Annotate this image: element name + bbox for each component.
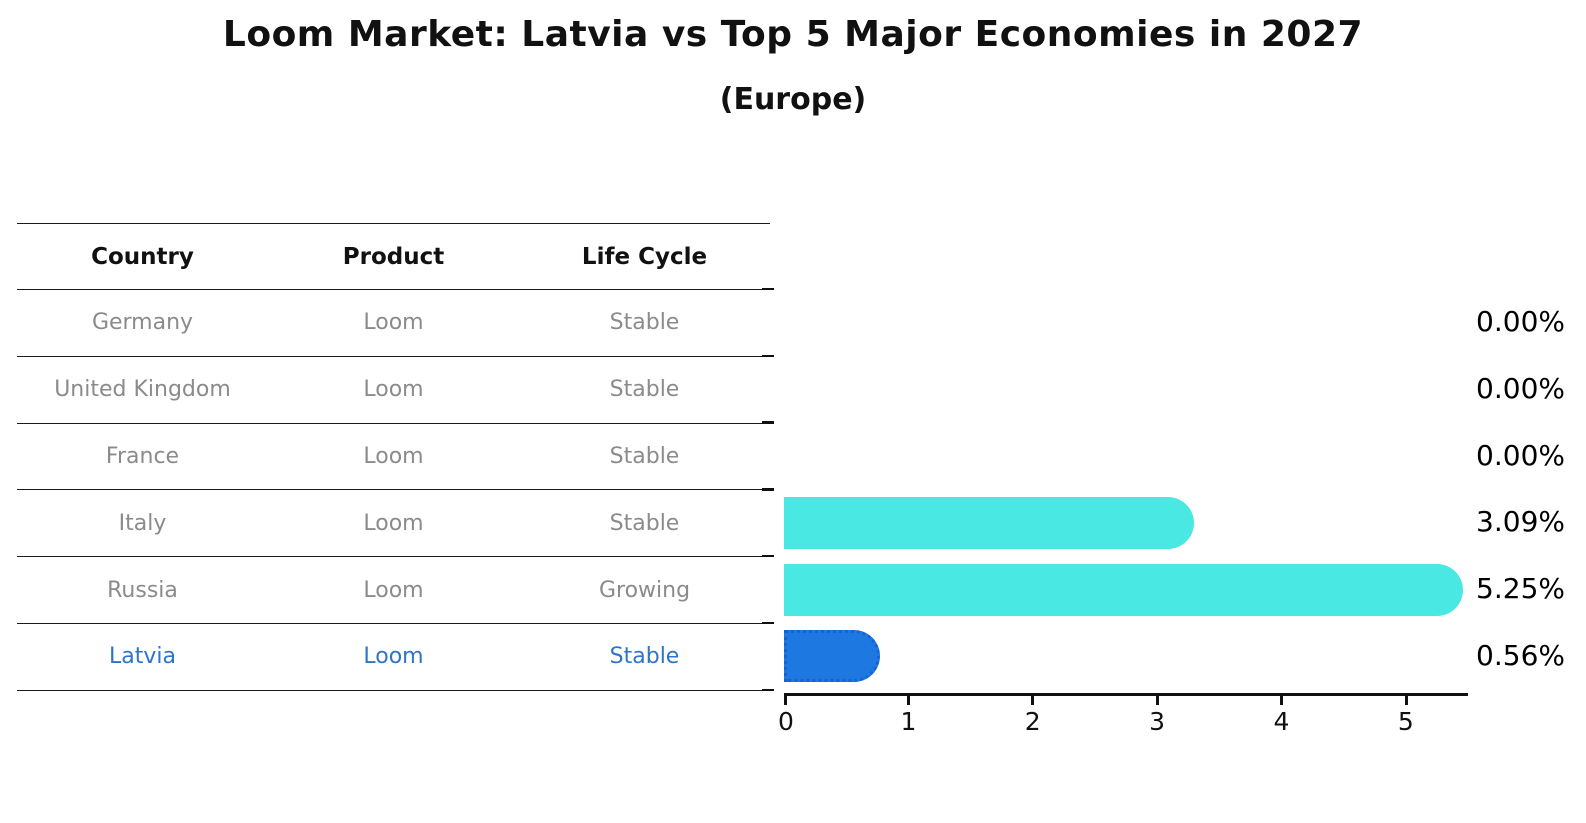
x-axis-tick [907,696,911,705]
bar-row-latvia [784,623,1468,690]
bar-latvia [784,630,880,683]
value-label-france: 0.00% [1476,439,1565,472]
table-row: Russia Loom Growing [17,557,770,624]
x-axis-tick [1031,696,1035,705]
country-cell: Russia [107,577,178,603]
column-header-country: Country [91,243,194,270]
x-axis-tick [1155,696,1159,705]
table-row: United Kingdom Loom Stable [17,357,770,424]
table-row: Germany Loom Stable [17,290,770,357]
product-cell: Loom [363,577,424,603]
bar-row-italy [784,489,1468,556]
value-label-germany: 0.00% [1476,305,1565,338]
bar-russia [784,563,1463,616]
country-cell: Italy [118,510,167,536]
product-cell: Loom [363,510,424,536]
bar-italy [784,496,1195,549]
y-axis-tick [762,287,774,291]
x-axis-line [784,693,1468,696]
y-axis-tick [762,621,774,625]
column-header-life-cycle: Life Cycle [581,243,708,270]
product-cell: Loom [363,310,424,336]
chart-title: Loom Market: Latvia vs Top 5 Major Econo… [222,14,1364,55]
product-cell: Loom [363,377,424,403]
x-axis-tick [1404,696,1408,705]
bar-row-united-kingdom [784,356,1468,423]
x-tick-label: 4 [1273,707,1290,736]
value-label-russia: 5.25% [1476,572,1565,605]
chart-subtitle: (Europe) [719,82,867,117]
product-cell: Loom [363,443,424,469]
x-tick-label: 3 [1149,707,1166,736]
value-label-italy: 3.09% [1476,505,1565,538]
country-table: Country Product Life Cycle Germany Loom … [17,223,770,691]
y-axis-tick [762,354,774,358]
bar-row-germany [784,289,1468,356]
country-cell: France [105,443,180,469]
y-axis-tick [762,554,774,558]
table-row-latvia: Latvia Loom Stable [17,624,770,691]
bar-plot: 0 1 2 3 4 5 [762,287,1468,736]
table-row: France Loom Stable [17,424,770,491]
bar-row-russia [784,556,1468,623]
country-cell: Germany [91,310,194,336]
y-axis-tick [762,488,774,491]
x-tick-label: 5 [1397,707,1414,736]
life-cycle-cell: Growing [598,577,691,603]
y-axis-tick [762,421,774,424]
x-axis-tick [784,696,787,705]
country-cell: Latvia [109,644,176,670]
life-cycle-cell: Stable [609,510,680,536]
x-tick-label: 0 [778,707,794,736]
value-label-latvia: 0.56% [1476,639,1565,672]
y-axis-tick [762,688,774,692]
country-cell: United Kingdom [54,377,231,403]
column-header-product: Product [342,243,445,270]
life-cycle-cell: Stable [609,377,680,403]
value-label-united-kingdom: 0.00% [1476,372,1565,405]
x-tick-label: 2 [1024,707,1041,736]
product-cell: Loom [363,644,424,670]
bar-row-france [784,423,1468,490]
life-cycle-cell: Stable [609,644,680,670]
table-header-row: Country Product Life Cycle [17,224,770,290]
life-cycle-cell: Stable [609,310,680,336]
x-axis-tick [1280,696,1284,705]
life-cycle-cell: Stable [609,443,680,469]
table-row: Italy Loom Stable [17,490,770,558]
x-tick-label: 1 [900,707,917,736]
